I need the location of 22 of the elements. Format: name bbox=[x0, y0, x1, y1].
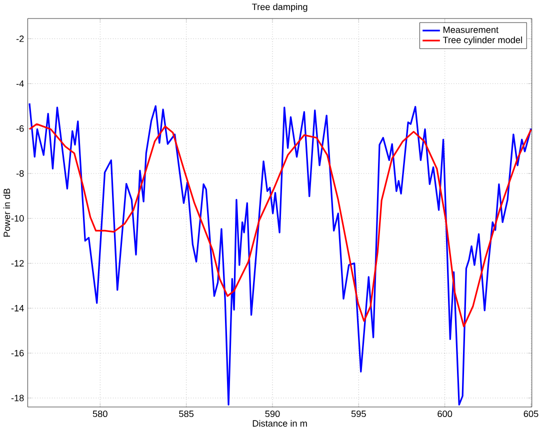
y-tick-label: -14 bbox=[11, 305, 24, 312]
y-tick-label: -6 bbox=[16, 125, 24, 132]
y-tick-label: -2 bbox=[16, 36, 24, 42]
x-tick-label: 595 bbox=[351, 410, 366, 418]
line-series bbox=[28, 102, 532, 406]
x-tick-label: 590 bbox=[265, 410, 280, 418]
y-axis-title: Power in dB bbox=[3, 188, 10, 237]
x-tick-label: 585 bbox=[179, 410, 194, 418]
y-tick-label: -4 bbox=[16, 80, 24, 87]
legend-label: Tree cylinder model bbox=[442, 36, 522, 45]
chart-title: Tree damping bbox=[252, 3, 308, 12]
x-tick-label: 600 bbox=[438, 410, 452, 418]
y-tick-label: -8 bbox=[16, 170, 24, 177]
legend-label: Measurement bbox=[443, 26, 498, 34]
y-tick-label: -18 bbox=[11, 394, 24, 402]
x-tick-label: 605 bbox=[524, 410, 538, 418]
x-axis-title: Distance in m bbox=[252, 420, 307, 427]
y-tick-label: -10 bbox=[11, 215, 24, 222]
y-tick-label: -12 bbox=[11, 260, 24, 266]
y-tick-label: -16 bbox=[11, 350, 24, 356]
x-tick-label: 580 bbox=[92, 410, 108, 418]
line-series bbox=[28, 123, 532, 328]
